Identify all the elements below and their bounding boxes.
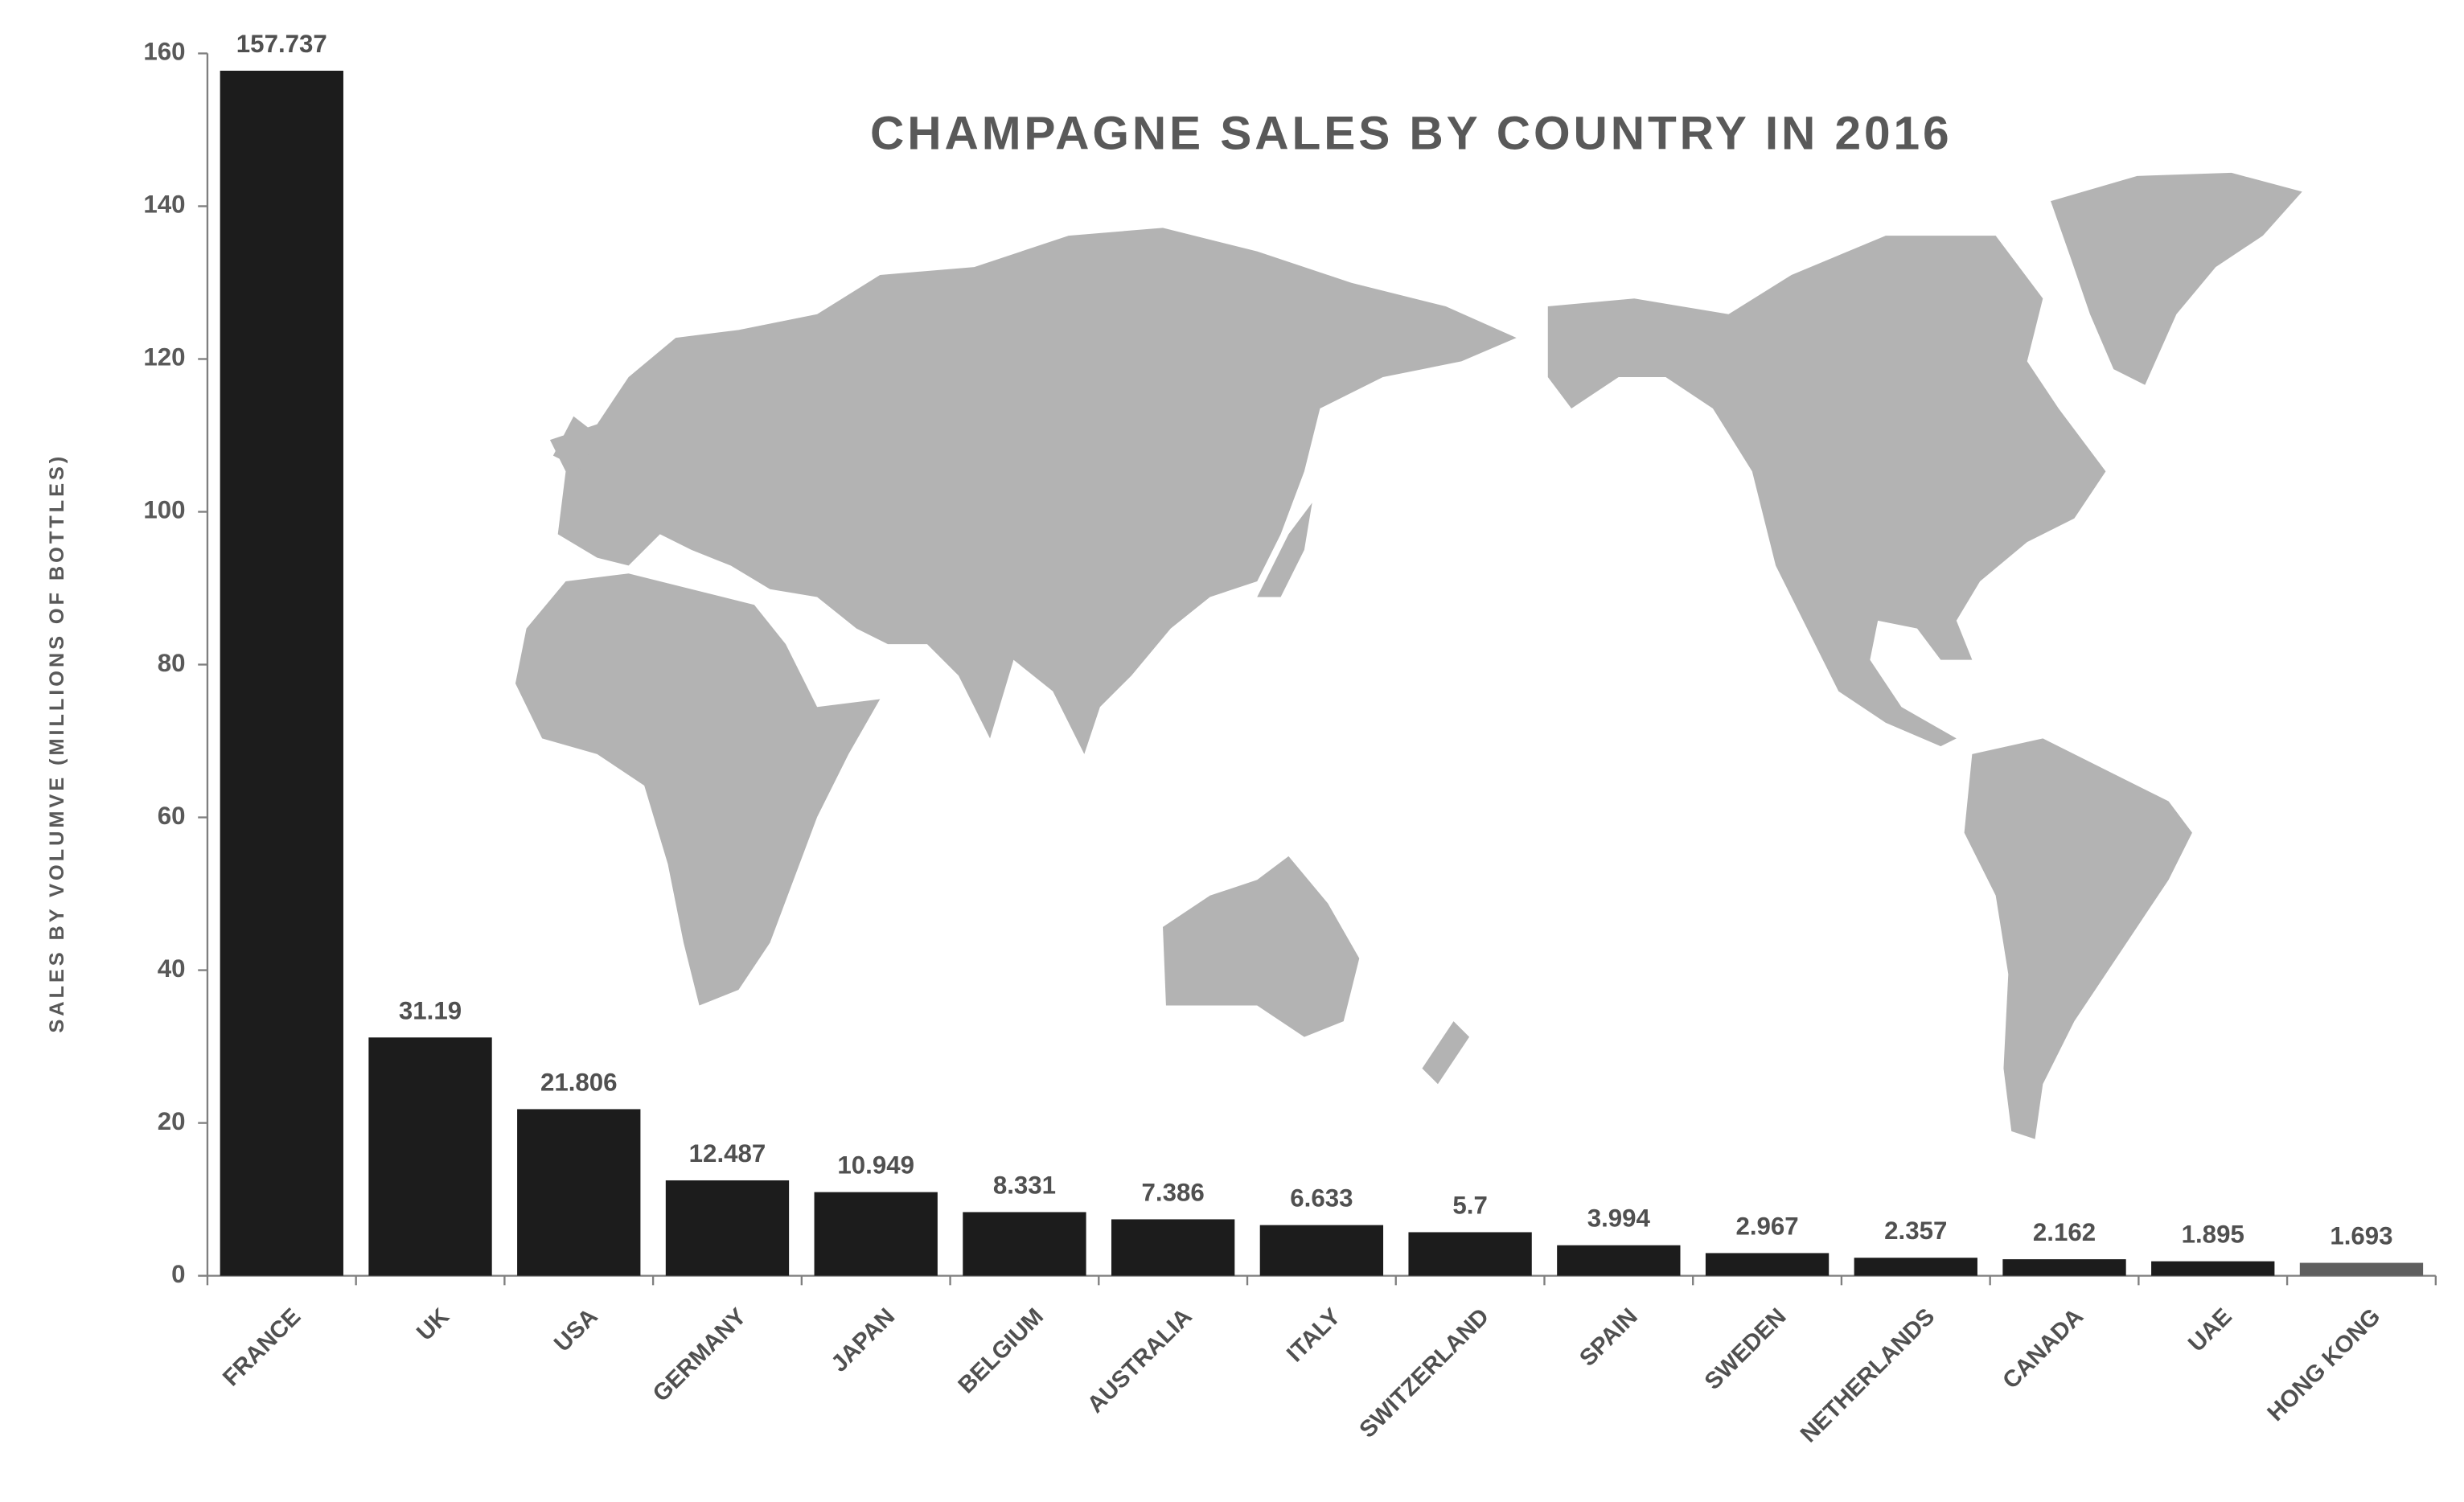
bar	[814, 1192, 938, 1276]
value-label: 1.895	[2182, 1221, 2244, 1249]
x-tick-label: SPAIN	[1575, 1303, 1643, 1372]
y-tick-label: 20	[158, 1107, 186, 1135]
y-tick-label: 60	[158, 802, 186, 830]
x-tick-label: USA	[549, 1303, 603, 1357]
value-label: 21.806	[540, 1068, 618, 1096]
value-label: 7.386	[1142, 1178, 1205, 1206]
map-uk	[552, 416, 594, 472]
value-label: 6.633	[1290, 1184, 1353, 1213]
value-label: 31.19	[399, 996, 462, 1024]
value-label: 2.162	[2033, 1218, 2096, 1246]
value-label: 5.7	[1452, 1191, 1487, 1219]
bar	[1705, 1253, 1830, 1276]
value-label: 8.331	[993, 1171, 1056, 1199]
bar	[1111, 1219, 1235, 1276]
bar	[2299, 1262, 2424, 1276]
bar	[665, 1180, 790, 1276]
map-japan	[1257, 503, 1312, 597]
x-tick-label: JAPAN	[826, 1303, 900, 1377]
bar	[1557, 1245, 1681, 1276]
y-tick-label: 0	[171, 1260, 185, 1288]
y-tick-label: 160	[143, 38, 185, 66]
x-tick-label: ITALY	[1282, 1303, 1346, 1367]
value-label: 1.693	[2330, 1222, 2392, 1250]
x-tick-label: HONG KONG	[2262, 1303, 2385, 1426]
y-tick-label: 80	[158, 649, 186, 677]
y-tick-label: 40	[158, 954, 186, 983]
bar	[1259, 1225, 1384, 1276]
x-tick-label: GERMANY	[647, 1303, 752, 1407]
chart-title: CHAMPAGNE SALES BY COUNTRY IN 2016	[870, 107, 1953, 159]
bar	[1854, 1258, 1977, 1276]
bar	[1408, 1232, 1532, 1276]
x-tick-label: BELGIUM	[953, 1303, 1049, 1399]
map-eurasia	[549, 228, 1517, 754]
value-label: 2.357	[1884, 1217, 1947, 1245]
x-tick-label: NETHERLANDS	[1795, 1303, 1940, 1448]
y-tick-label: 100	[143, 496, 185, 524]
bar	[2002, 1259, 2126, 1276]
bar	[220, 70, 343, 1276]
x-tick-label: SWITZERLAND	[1354, 1303, 1494, 1443]
map-australia	[1163, 856, 1360, 1037]
map-greenland	[2051, 172, 2302, 385]
x-tick-label: AUSTRALIA	[1082, 1303, 1197, 1418]
y-axis-label: SALES BY VOLUMVE (MILLIONS OF BOTTLES)	[46, 453, 68, 1033]
y-tick-label: 120	[143, 343, 185, 371]
map-north-america	[1547, 236, 2106, 747]
x-tick-label: SWEDEN	[1699, 1303, 1791, 1395]
bar	[2151, 1261, 2275, 1276]
bar	[517, 1109, 641, 1276]
x-tick-label: FRANCE	[218, 1303, 306, 1392]
map-africa	[515, 573, 881, 1006]
value-label: 12.487	[689, 1139, 766, 1168]
map-south-america	[1964, 738, 2192, 1139]
x-tick-label: UAE	[2183, 1303, 2237, 1357]
world-map	[515, 172, 2302, 1139]
x-tick-label: UK	[412, 1303, 454, 1346]
map-new-zealand	[1422, 1021, 1470, 1085]
value-label: 3.994	[1587, 1204, 1651, 1233]
bar	[368, 1037, 492, 1276]
x-tick-label: CANADA	[1998, 1303, 2088, 1394]
y-tick-label: 140	[143, 191, 185, 219]
value-label: 2.967	[1735, 1212, 1798, 1240]
value-label: 157.737	[236, 30, 327, 58]
value-label: 10.949	[837, 1151, 914, 1180]
bar	[963, 1212, 1086, 1276]
